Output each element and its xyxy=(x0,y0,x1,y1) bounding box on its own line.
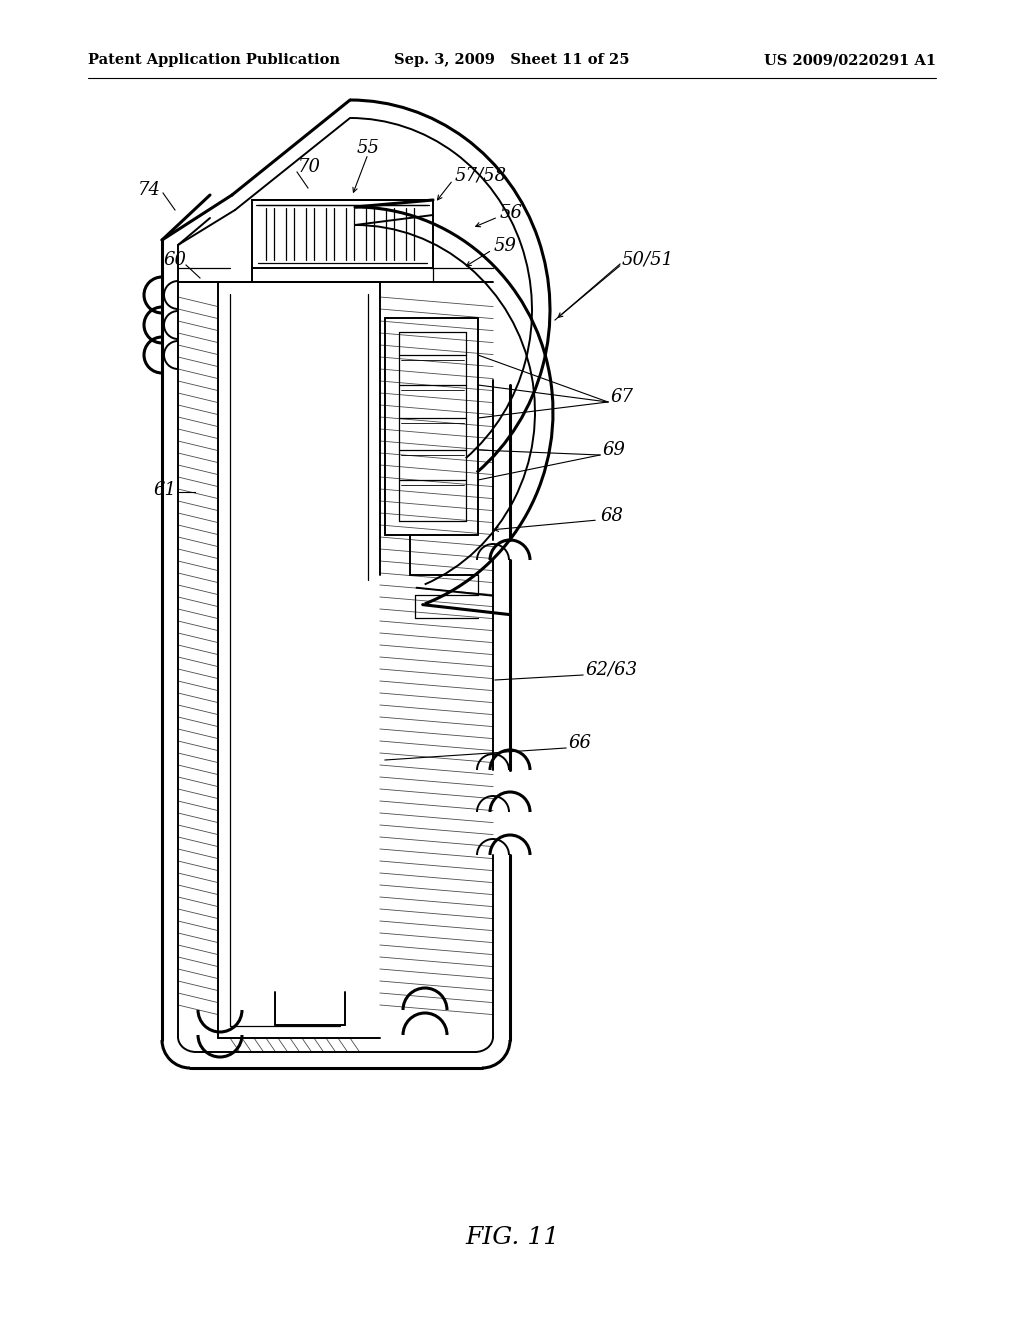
Text: 59: 59 xyxy=(494,238,517,255)
Text: 61: 61 xyxy=(153,480,176,499)
Text: 57/58: 57/58 xyxy=(455,166,507,183)
Text: 67: 67 xyxy=(610,388,633,407)
Text: FIG. 11: FIG. 11 xyxy=(465,1226,559,1250)
Text: 66: 66 xyxy=(568,734,591,752)
Text: 70: 70 xyxy=(298,158,321,176)
Text: 50/51: 50/51 xyxy=(622,251,674,269)
Text: 55: 55 xyxy=(356,139,380,157)
Text: Patent Application Publication: Patent Application Publication xyxy=(88,53,340,67)
Text: 62/63: 62/63 xyxy=(585,661,637,678)
Text: Sep. 3, 2009   Sheet 11 of 25: Sep. 3, 2009 Sheet 11 of 25 xyxy=(394,53,630,67)
Text: US 2009/0220291 A1: US 2009/0220291 A1 xyxy=(764,53,936,67)
Text: 74: 74 xyxy=(138,181,161,199)
Text: 60: 60 xyxy=(163,251,186,269)
Text: 68: 68 xyxy=(600,507,623,525)
Text: 69: 69 xyxy=(602,441,625,459)
Text: 56: 56 xyxy=(500,205,523,222)
